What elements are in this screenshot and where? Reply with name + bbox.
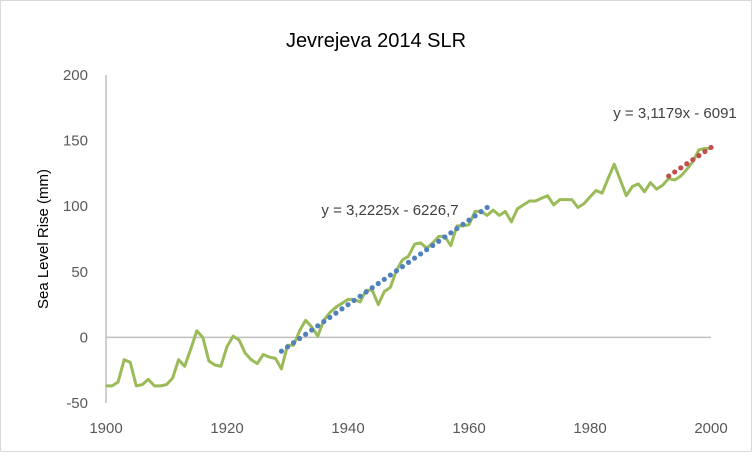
trend-1929-1963-dot <box>381 276 387 282</box>
trend-1929-1963-dot <box>369 285 375 291</box>
y-axis-label: Sea Level Rise (mm) <box>35 169 52 309</box>
y-tick-label: 200 <box>63 67 88 84</box>
trend-1929-1963-dot <box>351 297 357 304</box>
trend-1993-2000-dot <box>702 148 708 155</box>
trend-1929-1963-dot <box>448 230 454 236</box>
chart-title: Jevrejeva 2014 SLR <box>286 30 466 52</box>
trend-1929-1963-dot <box>315 323 321 329</box>
trend-1993-2000-dot <box>690 157 696 163</box>
trend-1929-1963-dot <box>472 213 478 219</box>
x-tick-label: 1960 <box>452 420 485 437</box>
y-tick-label: 100 <box>63 198 88 215</box>
x-tick-label: 1940 <box>331 420 364 437</box>
trend-1929-1963-dot <box>321 318 327 325</box>
x-tick-label: 1980 <box>573 420 606 437</box>
trend-1929-1963-dot <box>345 302 351 308</box>
x-tick-label: 1920 <box>210 420 243 437</box>
trend-1929-1963-dot <box>387 272 393 278</box>
trend-1993-2000-dot <box>672 169 678 175</box>
trend-1929-1963-dot <box>460 221 466 227</box>
trend-1993-2000-dot <box>696 153 702 159</box>
y-tick-label: 150 <box>63 133 88 150</box>
trendline-1-label: y = 3,2225x - 6226,7 <box>321 202 458 219</box>
trend-1929-1963-dot <box>393 268 399 274</box>
trend-1993-2000-dot <box>678 165 684 171</box>
trend-1929-1963-dot <box>284 344 291 350</box>
trend-1929-1963-dot <box>297 335 303 342</box>
trend-1929-1963-dot <box>466 217 472 223</box>
trend-1929-1963-dot <box>484 204 490 211</box>
x-tick-label: 1900 <box>89 420 122 437</box>
trend-1929-1963-dot <box>290 340 297 346</box>
trend-1929-1963-dot <box>405 259 412 265</box>
sea-level-series-line <box>106 147 711 388</box>
trend-1929-1963-dot <box>454 225 460 232</box>
trend-1993-2000-dot <box>666 173 672 179</box>
y-tick-label: 50 <box>71 264 88 281</box>
trend-1929-1963-dot <box>303 331 309 337</box>
trend-1929-1963-dot <box>418 251 424 257</box>
y-tick-label: 0 <box>80 329 88 346</box>
trend-1929-1963-dot <box>442 234 448 240</box>
trend-1929-1963-dot <box>424 247 430 253</box>
trend-1929-1963-dot <box>478 209 484 215</box>
trend-1929-1963-dot <box>363 289 369 295</box>
trend-1929-1963-dot <box>357 293 363 299</box>
x-tick-label: 2000 <box>694 420 727 437</box>
trend-1929-1963-dot <box>339 306 345 312</box>
trend-1993-2000-dot <box>708 144 714 151</box>
trend-1929-1963-dot <box>327 314 333 320</box>
trend-1929-1963-dot <box>309 327 315 333</box>
trendline-2-label: y = 3,1179x - 6091 <box>613 105 737 122</box>
y-tick-label: -50 <box>66 395 88 412</box>
trend-1929-1963-dot <box>430 242 436 249</box>
trend-1929-1963-dot <box>411 255 418 261</box>
trend-1993-2000-dot <box>684 161 690 167</box>
trend-1929-1963-dot <box>278 348 285 354</box>
trend-1929-1963-dot <box>399 264 406 270</box>
trend-1929-1963-dot <box>375 280 381 287</box>
trend-1929-1963-dot <box>436 238 442 244</box>
trend-1929-1963-dot <box>333 310 339 316</box>
